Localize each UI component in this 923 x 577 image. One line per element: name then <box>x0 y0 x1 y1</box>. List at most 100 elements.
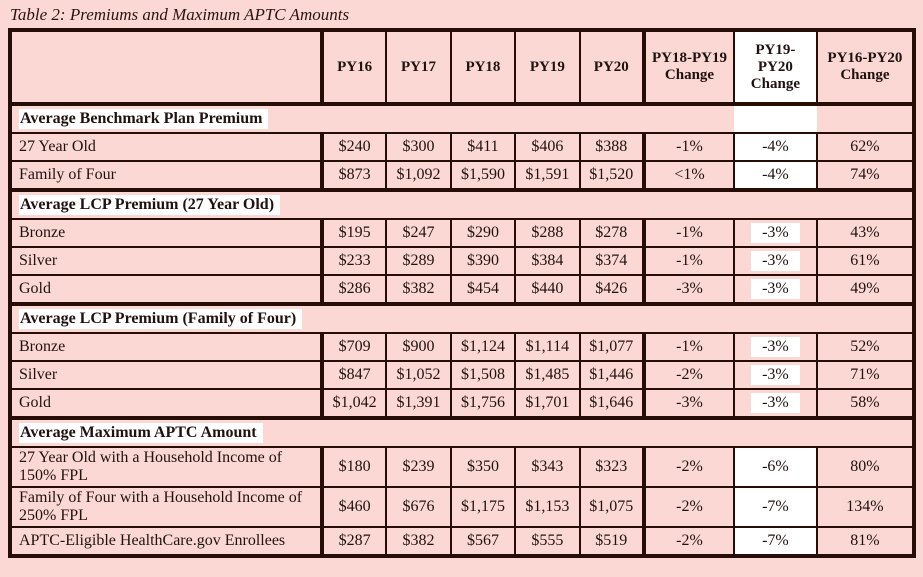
value-cell: -4% <box>732 132 818 162</box>
value-cell: $454 <box>449 274 517 305</box>
section-header-cell: Average LCP Premium (Family of Four) <box>9 303 734 334</box>
value-cell: -3% <box>732 332 818 362</box>
value-cell: 52% <box>815 332 916 362</box>
column-header: PY18 <box>449 29 517 106</box>
value-cell: $289 <box>385 246 452 276</box>
value-cell: $195 <box>320 218 388 248</box>
value-cell: $350 <box>449 446 517 488</box>
table-header: PY16 PY17 PY18 PY19 PY20 PY18-PY19 Change PY19… <box>9 29 916 106</box>
row-label: 27 Year Old <box>9 132 324 162</box>
value-cell: $286 <box>320 274 388 305</box>
section-header-row: Average Benchmark Plan Premium <box>9 103 916 134</box>
value-cell: $1,590 <box>449 160 517 191</box>
value-cell: -3% <box>732 360 818 390</box>
header-row: PY16 PY17 PY18 PY19 PY20 PY18-PY19 Change PY19… <box>9 29 916 106</box>
value-cell: $288 <box>514 218 581 248</box>
value-cell: $709 <box>320 332 388 362</box>
value-cell: $1,075 <box>578 486 647 528</box>
highlighted-value: -3% <box>751 393 800 413</box>
value-cell: -2% <box>643 486 735 528</box>
value-cell: -1% <box>643 132 735 162</box>
value-cell: $1,153 <box>514 486 581 528</box>
table-row: Gold $1,042 $1,391 $1,756 $1,701 $1,646 -3% -3%… <box>9 388 916 419</box>
value-cell: -3% <box>732 246 818 276</box>
value-cell: $519 <box>578 526 647 557</box>
section-highlight-patch <box>733 303 817 334</box>
value-cell: $873 <box>320 160 388 191</box>
value-cell: -7% <box>732 526 818 557</box>
value-cell: $847 <box>320 360 388 390</box>
value-cell: $287 <box>320 526 388 557</box>
value-cell: $1,446 <box>578 360 647 390</box>
value-cell: -2% <box>643 360 735 390</box>
value-cell: $1,092 <box>385 160 452 191</box>
value-cell: $1,701 <box>514 388 581 419</box>
value-cell: 74% <box>815 160 916 191</box>
row-label: Family of Four <box>9 160 324 191</box>
value-cell: $382 <box>385 526 452 557</box>
table-row: Silver $847 $1,052 $1,508 $1,485 $1,446 -2% -3%… <box>9 360 916 390</box>
table-row: Bronze $709 $900 $1,124 $1,114 $1,077 -1% -3% 52… <box>9 332 916 362</box>
value-cell: -3% <box>732 218 818 248</box>
value-cell: -3% <box>732 388 818 419</box>
column-header: PY19-PY20 Change <box>732 29 818 106</box>
value-cell: -2% <box>643 446 735 488</box>
section-end-cell <box>816 189 916 220</box>
row-label: Silver <box>9 246 324 276</box>
table-row: Bronze $195 $247 $290 $288 $278 -1% -3% 43% <box>9 218 916 248</box>
value-cell: $180 <box>320 446 388 488</box>
value-cell: $1,042 <box>320 388 388 419</box>
value-cell: $1,485 <box>514 360 581 390</box>
value-cell: $1,646 <box>578 388 647 419</box>
value-cell: $1,591 <box>514 160 581 191</box>
value-cell: $323 <box>578 446 647 488</box>
section-title: Average Benchmark Plan Premium <box>19 109 269 129</box>
value-cell: 80% <box>815 446 916 488</box>
corner-cell <box>9 29 324 106</box>
section-end-cell <box>816 103 916 134</box>
section-highlight-patch <box>733 103 817 134</box>
value-cell: -1% <box>643 246 735 276</box>
column-header: PY19 <box>514 29 581 106</box>
section-header-row: Average LCP Premium (27 Year Old) <box>9 189 916 220</box>
table-title: Table 2: Premiums and Maximum APTC Amoun… <box>10 5 350 24</box>
row-label: Silver <box>9 360 324 390</box>
row-label: Bronze <box>9 332 324 362</box>
value-cell: $440 <box>514 274 581 305</box>
value-cell: $567 <box>449 526 517 557</box>
section-title: Average LCP Premium (27 Year Old) <box>19 195 281 215</box>
value-cell: -3% <box>643 274 735 305</box>
value-cell: $343 <box>514 446 581 488</box>
table-row: APTC-Eligible HealthCare.gov Enrollees $2… <box>9 526 916 557</box>
value-cell: 62% <box>815 132 916 162</box>
row-label: APTC-Eligible HealthCare.gov Enrollees <box>9 526 324 557</box>
value-cell: -1% <box>643 218 735 248</box>
highlighted-value: -3% <box>751 251 800 271</box>
value-cell: $278 <box>578 218 647 248</box>
value-cell: $426 <box>578 274 647 305</box>
table-row: Family of Four $873 $1,092 $1,590 $1,591 $1,5… <box>9 160 916 191</box>
value-cell: 71% <box>815 360 916 390</box>
value-cell: $382 <box>385 274 452 305</box>
column-header: PY16 <box>320 29 388 106</box>
value-cell: 49% <box>815 274 916 305</box>
value-cell: 61% <box>815 246 916 276</box>
value-cell: $900 <box>385 332 452 362</box>
row-label: 27 Year Old with a Household Income of 1… <box>9 446 324 488</box>
table-row: Silver $233 $289 $390 $384 $374 -1% -3% 61% <box>9 246 916 276</box>
value-cell: -1% <box>643 332 735 362</box>
value-cell: -2% <box>643 526 735 557</box>
value-cell: $1,756 <box>449 388 517 419</box>
section-header-cell: Average LCP Premium (27 Year Old) <box>9 189 734 220</box>
value-cell: $1,114 <box>514 332 581 362</box>
section-header-cell: Average Maximum APTC Amount <box>9 417 734 448</box>
value-cell: $1,077 <box>578 332 647 362</box>
value-cell: $1,052 <box>385 360 452 390</box>
value-cell: $247 <box>385 218 452 248</box>
column-header: PY20 <box>578 29 647 106</box>
value-cell: -3% <box>732 274 818 305</box>
row-label: Family of Four with a Household Income o… <box>9 486 324 528</box>
value-cell: $1,175 <box>449 486 517 528</box>
value-cell: $555 <box>514 526 581 557</box>
